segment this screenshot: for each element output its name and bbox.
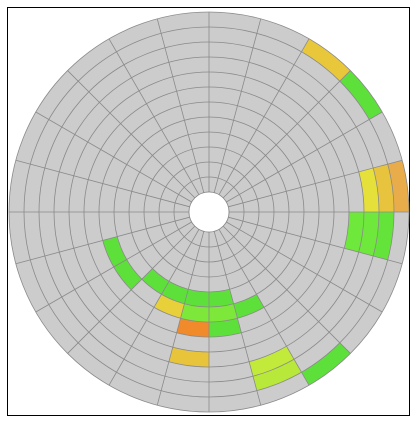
cell — [387, 160, 409, 212]
sector-line — [213, 18, 262, 193]
cell — [176, 318, 209, 337]
cell — [344, 212, 364, 253]
sector-line — [226, 221, 383, 313]
disk — [8, 11, 410, 413]
cell — [209, 289, 234, 307]
cell — [180, 303, 209, 322]
cell — [301, 342, 351, 386]
cell — [141, 268, 169, 295]
sector-line — [108, 229, 200, 386]
sector-line — [15, 216, 190, 265]
sector-line — [67, 225, 196, 354]
cell — [209, 318, 242, 337]
sector-line — [35, 111, 192, 203]
sector-line — [156, 18, 205, 193]
cell — [209, 303, 238, 322]
sector-line — [222, 70, 351, 199]
cell — [113, 259, 142, 290]
sector-line — [228, 216, 403, 265]
sector-line — [67, 70, 196, 199]
cell — [184, 289, 209, 307]
sector-line — [35, 221, 192, 313]
cell — [301, 38, 351, 82]
sector-line — [222, 225, 351, 354]
hub — [188, 191, 230, 233]
sector-line — [15, 159, 190, 208]
cell — [154, 294, 185, 319]
sector-line — [226, 111, 383, 203]
cell — [373, 164, 394, 212]
cell — [233, 294, 264, 319]
sector-line — [108, 38, 200, 195]
cell — [252, 359, 302, 391]
sector-line — [213, 231, 262, 406]
cell — [249, 346, 294, 377]
sector-line — [156, 231, 205, 406]
cell — [168, 347, 209, 367]
cell — [102, 236, 127, 267]
sector-line — [218, 229, 310, 386]
cell — [373, 212, 394, 260]
cell — [339, 70, 383, 120]
sector-line — [228, 159, 403, 208]
cell — [161, 281, 189, 304]
sector-line — [218, 38, 310, 195]
